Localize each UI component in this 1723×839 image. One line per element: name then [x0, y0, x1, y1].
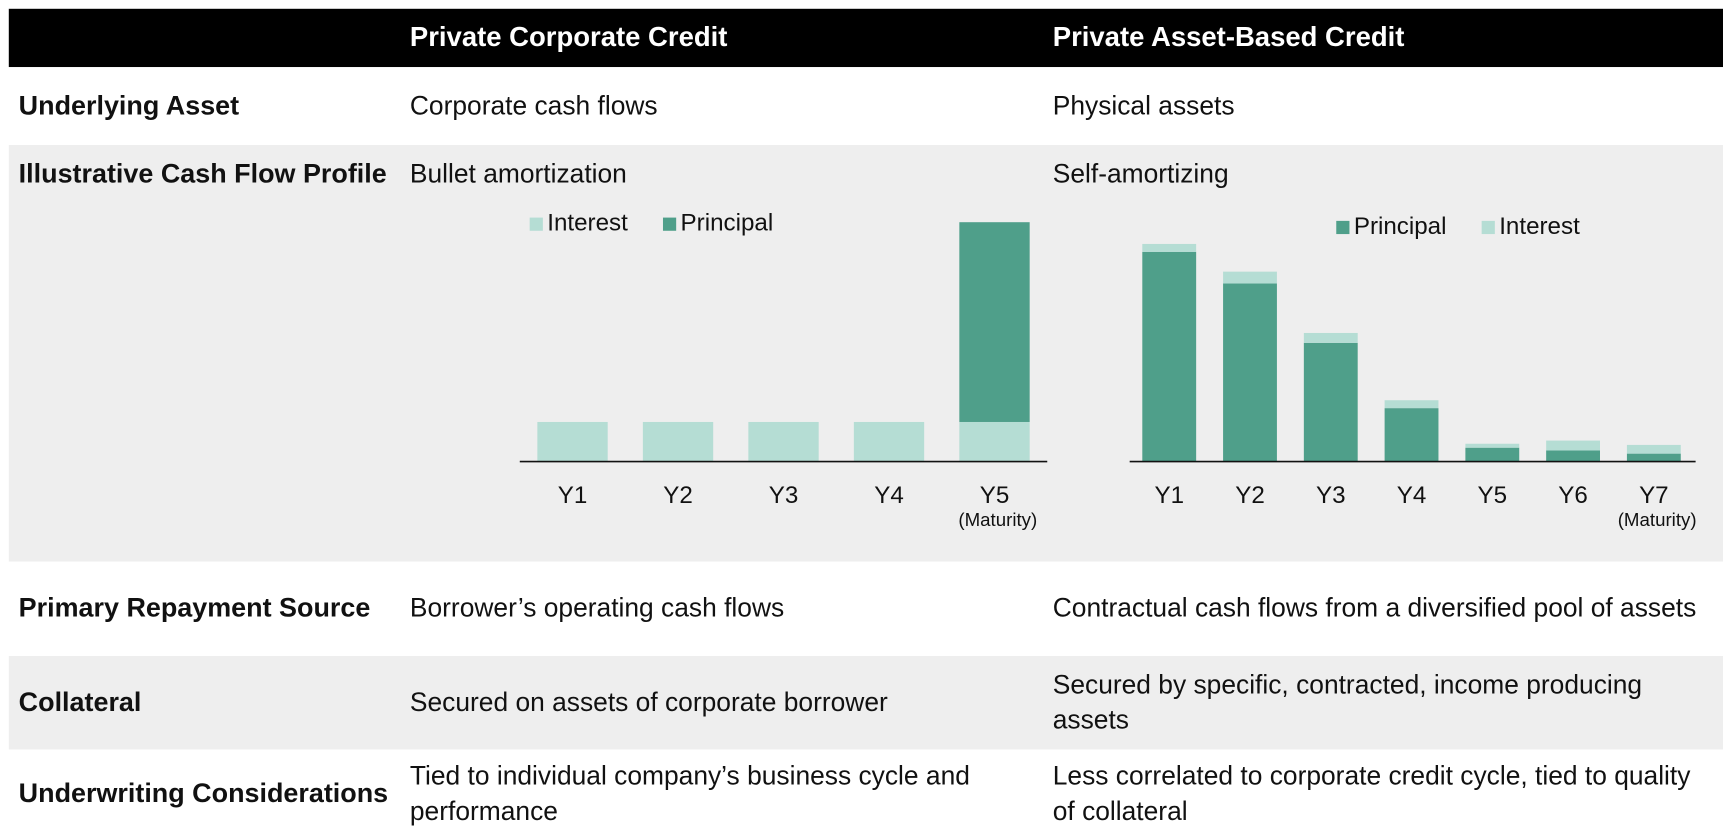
table-row: Underwriting Considerations Tied to indi… — [9, 749, 1723, 838]
row-label: Underlying Asset — [18, 90, 240, 121]
legend-label: Interest — [547, 210, 628, 237]
bar-segment — [959, 222, 1030, 422]
table-row: Underlying Asset Corporate cash flows Ph… — [9, 67, 1723, 145]
bar-segment — [1384, 400, 1439, 409]
legend-swatch — [529, 217, 543, 231]
legend-swatch — [1481, 220, 1495, 235]
bar-segment — [748, 421, 819, 462]
header-band: Private Corporate Credit Private Asset-B… — [8, 8, 1723, 68]
x-tick-label: Y3 — [769, 482, 799, 509]
bar-segment — [1465, 443, 1520, 448]
bar-segment — [853, 421, 925, 462]
row-label: Collateral — [18, 687, 142, 718]
x-tick-label: Y1 — [1154, 482, 1184, 509]
bar-segment — [1626, 453, 1681, 462]
cell: Tied to individual company’s business cy… — [409, 760, 970, 826]
bar-segment — [537, 421, 608, 462]
x-tick-label: Y6 — [1558, 482, 1588, 509]
bar-segment — [1626, 444, 1681, 454]
legend-label: Principal — [1354, 213, 1447, 240]
x-tick-label: Y4 — [1397, 482, 1427, 509]
bar-segment — [1223, 271, 1277, 284]
header-cell: Private Asset-Based Credit — [1052, 21, 1405, 53]
legend-swatch — [1336, 220, 1350, 235]
row-label: Primary Repayment Source — [18, 593, 371, 624]
cell: Bullet amortization — [409, 159, 627, 190]
row-label: Illustrative Cash Flow Profile — [18, 159, 387, 190]
bar-segment — [1142, 243, 1197, 252]
bar-segment — [1223, 283, 1277, 462]
bar-segment — [1303, 342, 1358, 462]
bar-segment — [1303, 332, 1358, 343]
table-row: Collateral Secured on assets of corporat… — [8, 656, 1723, 750]
header-cell: Private Corporate Credit — [409, 21, 728, 53]
bar-segment — [1384, 408, 1439, 462]
row-label: Underwriting Considerations — [18, 778, 389, 809]
bar-segment — [959, 421, 1030, 462]
cell: Secured on assets of corporate borrower — [409, 687, 888, 718]
cell: Borrower’s operating cash flows — [409, 593, 785, 624]
annotation: (Maturity) — [1618, 509, 1697, 530]
x-tick-label: Y3 — [1316, 482, 1346, 509]
x-tick-label: Y4 — [874, 482, 904, 509]
x-tick-label: Y2 — [1235, 482, 1265, 509]
bar-segment — [1465, 447, 1520, 462]
x-tick-label: Y2 — [663, 482, 693, 509]
cell: Contractual cash flows from a diversifie… — [1052, 593, 1697, 624]
x-tick-label: Y1 — [558, 482, 588, 509]
x-tick-label: Y5 — [980, 482, 1010, 509]
cell: Less correlated to corporate credit cycl… — [1052, 760, 1691, 826]
x-tick-label: Y7 — [1639, 482, 1669, 509]
bar-segment — [1546, 450, 1600, 462]
x-tick-label: Y5 — [1478, 482, 1508, 509]
cell: Secured by specific, contracted, income … — [1052, 669, 1643, 735]
legend-label: Interest — [1499, 213, 1580, 240]
cell: Corporate cash flows — [409, 90, 658, 121]
table-row: Illustrative Cash Flow Profile Bullet am… — [8, 145, 1723, 562]
legend-label: Principal — [681, 210, 774, 237]
cell: Physical assets — [1052, 90, 1235, 121]
bar-segment — [1142, 251, 1197, 462]
cell: Self-amortizing — [1052, 159, 1229, 190]
legend-swatch — [662, 217, 677, 231]
annotation: (Maturity) — [958, 509, 1037, 530]
table-row: Primary Repayment Source Borrower’s oper… — [9, 562, 1723, 657]
bar-segment — [1546, 440, 1600, 451]
bar-segment — [642, 421, 714, 462]
